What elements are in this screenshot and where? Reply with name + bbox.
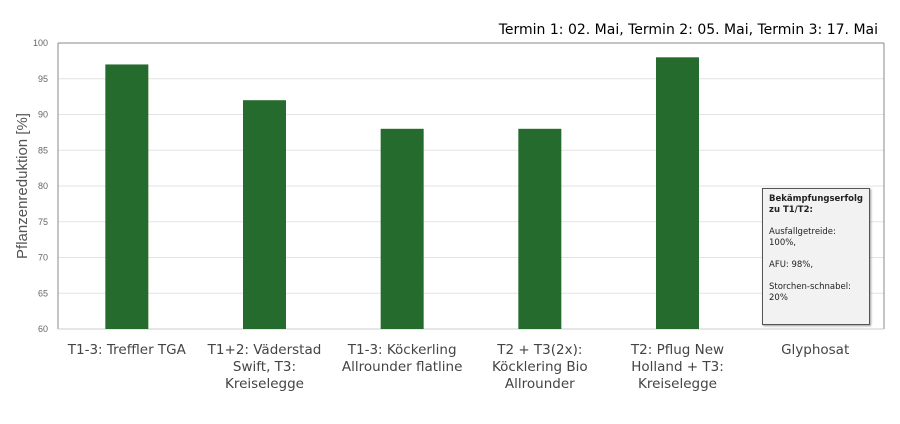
x-tick-label: T2 + T3(2x): Köcklering Bio Allrounder <box>491 342 588 392</box>
bar <box>656 57 699 330</box>
y-tick-label: 75 <box>38 217 48 227</box>
textbox-line: Ausfallgetreide: 100%, <box>769 227 836 248</box>
bar <box>518 128 562 329</box>
y-tick-label: 80 <box>38 181 48 191</box>
x-tick-label: T1+2: Väderstad Swift, T3: Kreiselegge <box>207 342 322 392</box>
result-textbox: Bekämpfungserfolg zu T1/T2: Ausfallgetre… <box>762 188 870 325</box>
x-tick-label: T1-3: Köckerling Allrounder flatline <box>341 342 463 375</box>
y-tick-label: 100 <box>33 38 48 48</box>
y-axis-label: Pflanzenreduktion [%] <box>14 113 31 259</box>
x-tick-label: T2: Pflug New Holland + T3: Kreiselegge <box>630 342 725 392</box>
textbox-heading: Bekämpfungserfolg zu T1/T2: <box>769 194 864 215</box>
bar <box>105 64 149 329</box>
y-tick-label: 85 <box>38 145 48 155</box>
y-tick-label: 95 <box>38 74 48 84</box>
y-tick-label: 60 <box>38 324 48 334</box>
termin-annotation: Termin 1: 02. Mai, Termin 2: 05. Mai, Te… <box>498 22 878 38</box>
bar <box>243 100 286 329</box>
y-tick-label: 70 <box>38 253 48 263</box>
y-tick-label: 65 <box>38 288 48 298</box>
textbox-line: Storchen-schnabel: 20% <box>769 282 851 303</box>
x-tick-label: Glyphosat <box>781 342 850 358</box>
textbox-line: AFU: 98%, <box>769 260 814 270</box>
x-tick-label: T1-3: Treffler TGA <box>67 342 186 358</box>
bar <box>380 128 424 329</box>
y-tick-label: 90 <box>38 110 48 120</box>
